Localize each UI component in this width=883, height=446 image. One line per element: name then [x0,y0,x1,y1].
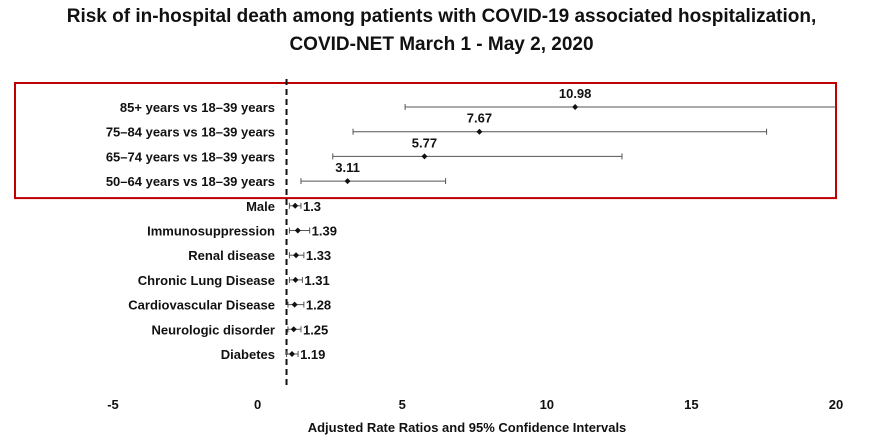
row-label: Male [246,199,275,214]
row-label: Chronic Lung Disease [138,273,275,288]
point-estimate [291,301,298,308]
x-axis-label: Adjusted Rate Ratios and 95% Confidence … [308,420,627,435]
row-label: Renal disease [188,248,275,263]
row-label: 65–74 years vs 18–39 years [106,149,275,164]
value-label: 3.11 [335,160,360,175]
x-axis-ticks: -5 0 5 10 15 20 [107,397,843,412]
row-label: Neurologic disorder [151,322,275,337]
point-estimate [293,252,300,259]
value-label: 1.39 [312,224,337,239]
point-estimate [344,178,351,185]
x-tick-label: 20 [829,397,843,412]
value-label: 10.98 [559,86,592,101]
x-tick-label: -5 [107,397,119,412]
x-tick-label: 0 [254,397,261,412]
value-label: 1.28 [306,298,331,313]
row-label: Cardiovascular Disease [128,298,275,313]
x-tick-label: 15 [684,397,698,412]
value-label: 1.19 [300,347,325,362]
row-label: 50–64 years vs 18–39 years [106,174,275,189]
point-estimate [476,128,483,135]
row-label: Immunosuppression [147,224,275,239]
value-label: 5.77 [412,135,437,150]
forest-rows: 85+ years vs 18–39 years 10.98 75–84 years… [106,86,836,362]
value-label: 1.25 [303,322,328,337]
row-label: 85+ years vs 18–39 years [120,100,275,115]
value-label: 1.33 [306,248,331,263]
chart-subtitle: COVID-NET March 1 - May 2, 2020 [289,34,594,55]
value-label: 1.3 [303,199,321,214]
row-label: 75–84 years vs 18–39 years [106,125,275,140]
x-tick-label: 5 [399,397,406,412]
point-estimate [294,227,301,234]
value-label: 7.67 [467,111,492,126]
point-estimate [421,153,428,160]
chart-title: Risk of in-hospital death among patients… [66,6,817,27]
highlight-box [14,82,837,200]
point-estimate [292,276,299,283]
x-tick-label: 10 [540,397,554,412]
point-estimate [292,202,299,209]
point-estimate [289,351,296,357]
value-label: 1.31 [304,273,329,288]
row-label: Diabetes [221,347,275,362]
point-estimate [290,326,297,333]
point-estimate [572,104,579,110]
